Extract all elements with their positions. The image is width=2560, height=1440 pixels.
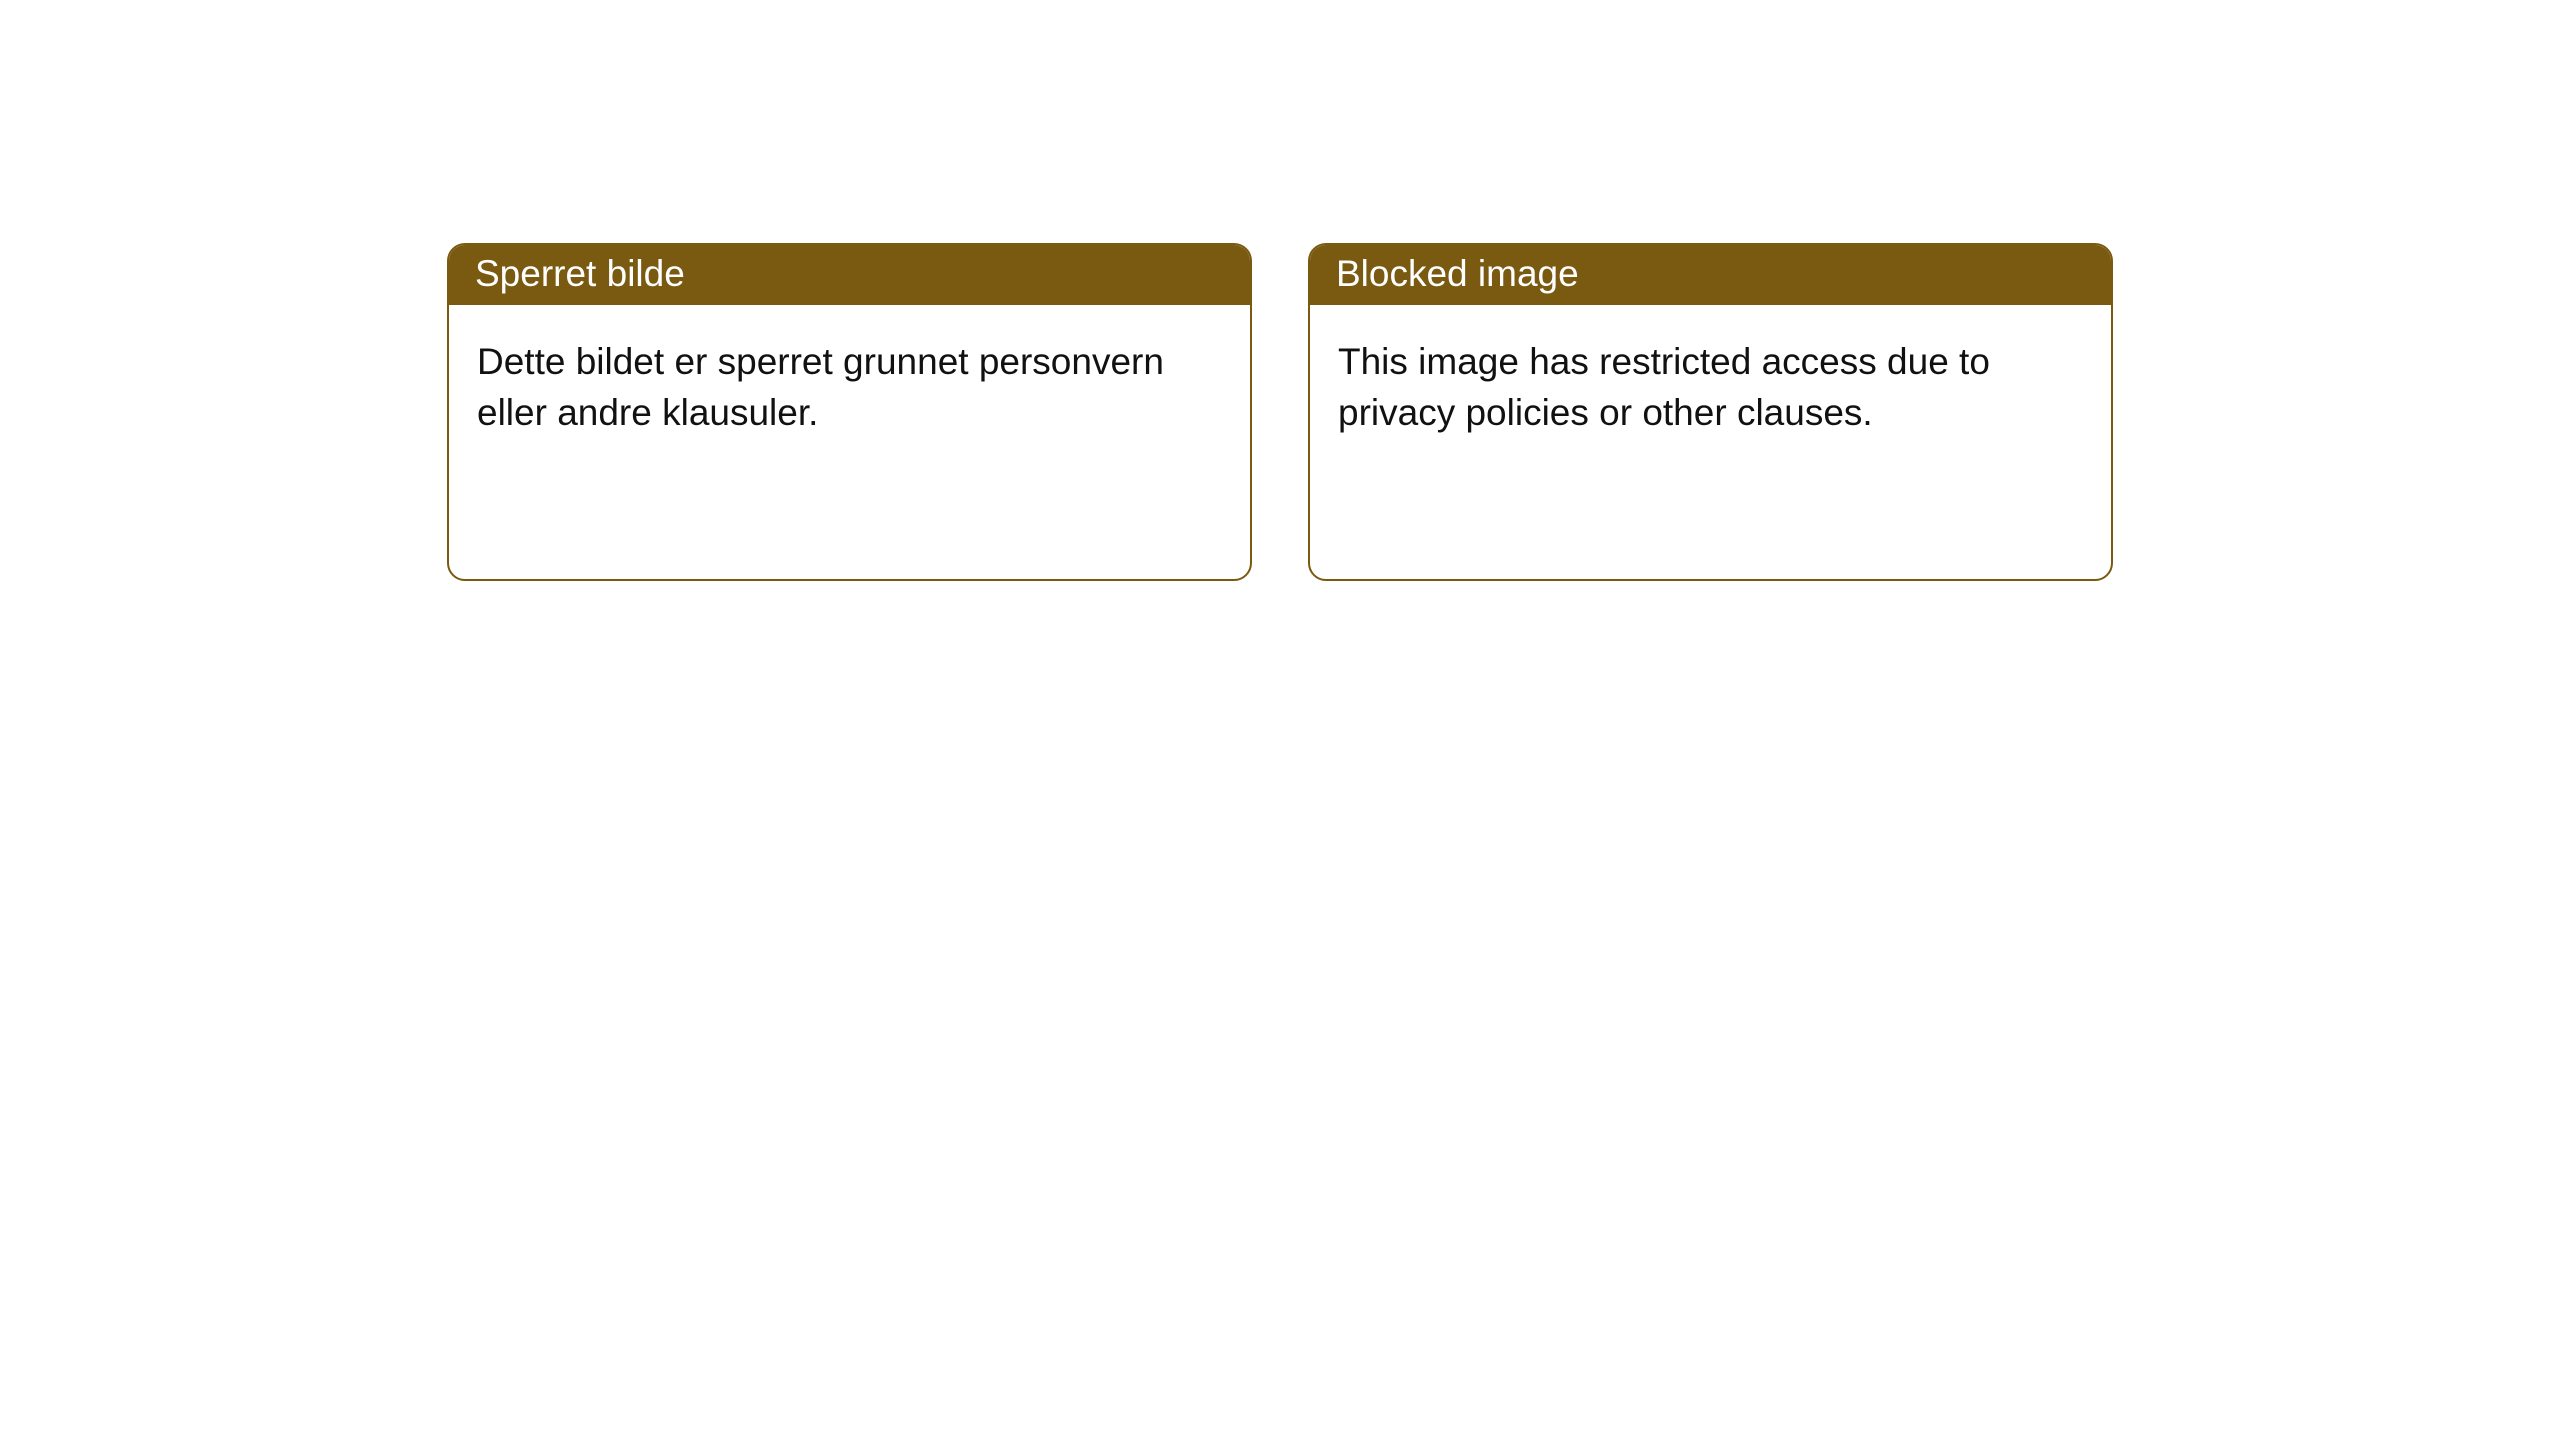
notice-title: Sperret bilde [475,253,685,295]
notice-body-text: Dette bildet er sperret grunnet personve… [477,341,1164,433]
notice-body-text: This image has restricted access due to … [1338,341,1990,433]
notice-title: Blocked image [1336,253,1579,295]
notice-header: Sperret bilde [449,245,1250,305]
notice-body: This image has restricted access due to … [1310,305,2111,466]
notice-card-english: Blocked image This image has restricted … [1308,243,2113,581]
notice-card-norwegian: Sperret bilde Dette bildet er sperret gr… [447,243,1252,581]
notice-body: Dette bildet er sperret grunnet personve… [449,305,1250,466]
notice-cards-container: Sperret bilde Dette bildet er sperret gr… [0,0,2560,581]
notice-header: Blocked image [1310,245,2111,305]
